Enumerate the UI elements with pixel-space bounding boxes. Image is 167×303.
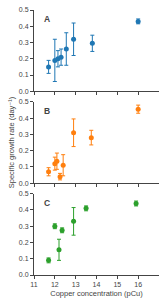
svg-text:0.4: 0.4 xyxy=(19,115,29,122)
svg-text:13: 13 xyxy=(72,281,80,288)
svg-text:16: 16 xyxy=(134,281,142,288)
svg-text:Specific growth rate (day⁻¹): Specific growth rate (day⁻¹) xyxy=(7,96,16,188)
svg-text:Copper concentration (pCu): Copper concentration (pCu) xyxy=(50,289,143,298)
svg-text:0.1: 0.1 xyxy=(19,71,29,78)
svg-text:15: 15 xyxy=(113,281,121,288)
svg-text:0.5: 0.5 xyxy=(19,6,29,13)
svg-text:A: A xyxy=(44,14,50,24)
svg-text:C: C xyxy=(44,198,50,208)
svg-text:B: B xyxy=(44,106,50,116)
svg-text:0.2: 0.2 xyxy=(19,239,29,246)
svg-text:0.3: 0.3 xyxy=(19,131,29,138)
svg-text:0.4: 0.4 xyxy=(19,23,29,30)
svg-text:0.2: 0.2 xyxy=(19,55,29,62)
svg-text:14: 14 xyxy=(93,281,101,288)
svg-text:0.5: 0.5 xyxy=(19,190,29,197)
svg-text:0.1: 0.1 xyxy=(19,255,29,262)
svg-text:0.3: 0.3 xyxy=(19,223,29,230)
svg-text:0.4: 0.4 xyxy=(19,206,29,213)
svg-text:0.3: 0.3 xyxy=(19,39,29,46)
svg-text:0.0: 0.0 xyxy=(19,180,29,187)
svg-text:11: 11 xyxy=(30,281,37,288)
svg-text:0.5: 0.5 xyxy=(19,98,29,105)
svg-text:0.0: 0.0 xyxy=(19,271,29,278)
svg-text:0.1: 0.1 xyxy=(19,163,29,170)
svg-text:0.0: 0.0 xyxy=(19,88,29,95)
svg-text:0.2: 0.2 xyxy=(19,147,29,154)
svg-text:12: 12 xyxy=(51,281,59,288)
